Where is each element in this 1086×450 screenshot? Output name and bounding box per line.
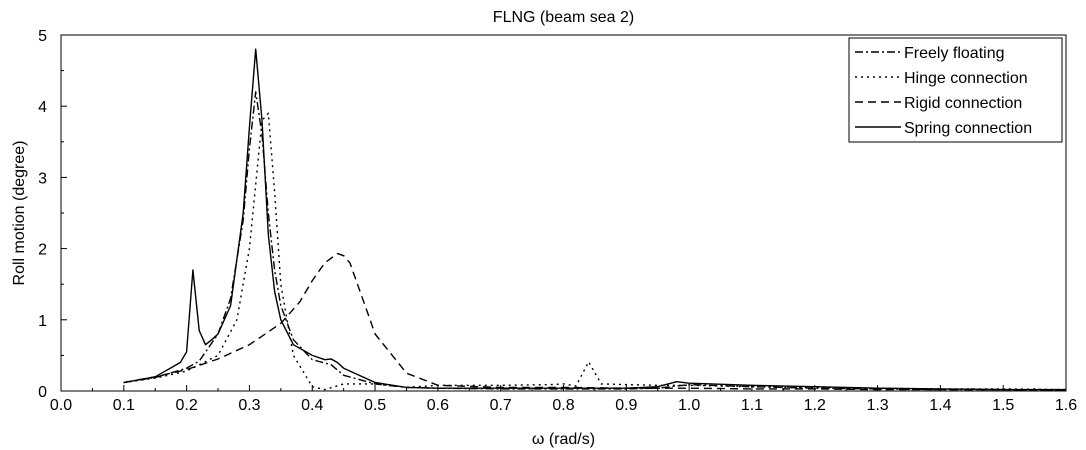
x-tick-label: 0.3 [238, 397, 260, 414]
x-tick-label: 1.6 [1055, 397, 1077, 414]
series-line-solid [123, 48, 1066, 391]
x-tick-label: 0.2 [176, 397, 198, 414]
x-tick-label: 0.7 [490, 397, 512, 414]
legend-label: Freely floating [904, 45, 1005, 62]
x-tick-label: 0.0 [50, 397, 72, 414]
y-tick-label: 1 [38, 313, 47, 330]
x-tick-label: 0.5 [364, 397, 386, 414]
legend-label: Spring connection [904, 120, 1032, 137]
x-tick-label: 0.1 [113, 397, 135, 414]
x-tick-label: 1.5 [992, 397, 1014, 414]
x-axis-title: ω (rad/s) [532, 431, 595, 448]
y-axis-title: Roll motion (degree) [11, 141, 28, 286]
y-axis: 0 1 2 3 4 5 [38, 28, 67, 401]
x-axis: 0.0 0.1 0.2 0.3 0.4 0.5 0.6 0.7 0.8 0.9 1.0 1.1 1.2 1… [50, 385, 1077, 414]
series-line-dotted [123, 112, 1067, 391]
x-tick-label: 1.1 [741, 397, 763, 414]
x-tick-label: 0.8 [552, 397, 574, 414]
x-tick-label: 1.4 [929, 397, 951, 414]
x-tick-label: 1.0 [678, 397, 700, 414]
x-tick-label: 0.9 [615, 397, 637, 414]
legend: Freely floating Hinge connection Rigid con… [848, 37, 1063, 143]
legend-box [848, 37, 1063, 143]
chart-title: FLNG (beam sea 2) [493, 9, 634, 26]
x-tick-label: 1.2 [804, 397, 826, 414]
y-tick-label: 4 [38, 99, 47, 116]
y-tick-label: 5 [38, 28, 47, 45]
legend-label: Hinge connection [904, 70, 1028, 87]
series-layer [123, 48, 1067, 391]
y-tick-label: 0 [38, 384, 47, 401]
x-tick-label: 0.6 [427, 397, 449, 414]
y-tick-label: 3 [38, 170, 47, 187]
x-tick-label: 0.4 [301, 397, 323, 414]
x-tick-label: 1.3 [866, 397, 888, 414]
y-tick-label: 2 [38, 242, 47, 259]
series-line-dashed [123, 252, 1067, 391]
legend-label: Rigid connection [904, 95, 1022, 112]
